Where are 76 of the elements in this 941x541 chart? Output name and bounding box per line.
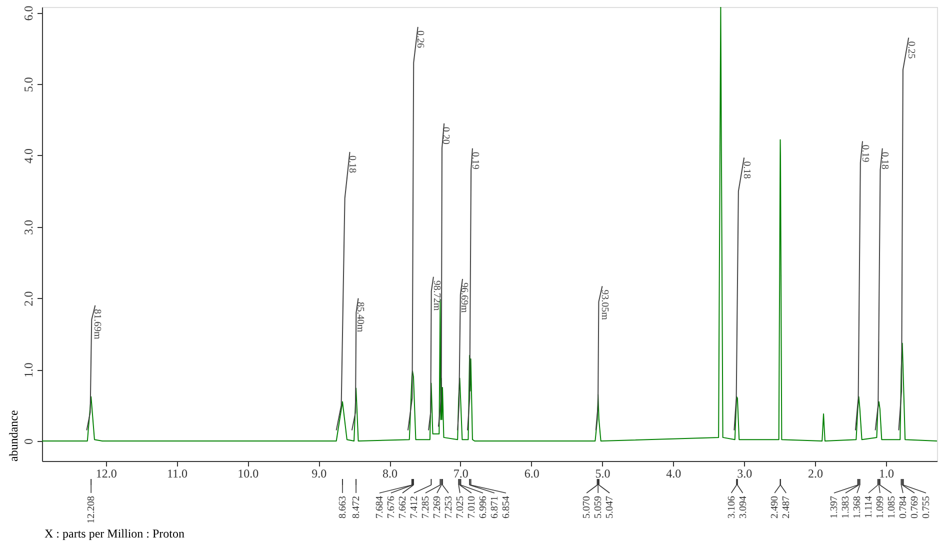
line-series <box>874 148 883 431</box>
annotation: 6.871 <box>489 496 500 518</box>
annotation: 0.755 <box>920 496 932 518</box>
x-tick-label: 4.0 <box>666 466 682 480</box>
line-series <box>42 7 937 442</box>
annotation: 0.18 <box>740 161 752 179</box>
annotation: 6.854 <box>500 496 512 518</box>
line-series <box>854 140 864 431</box>
line-series <box>351 298 359 431</box>
annotation: 6.996 <box>478 496 489 518</box>
annotation: 7.025 <box>454 496 466 518</box>
annotation: 3.094 <box>738 496 749 518</box>
annotation: 7.676 <box>386 496 397 518</box>
annotation: 7.662 <box>397 496 408 518</box>
y-tick-label: 3.0 <box>22 220 36 235</box>
annotation: 81.69m <box>91 308 102 340</box>
annotation: 1.114 <box>863 496 874 518</box>
annotation: 0.18 <box>879 152 890 170</box>
annotation: 0.18 <box>346 155 358 173</box>
annotation: 0.784 <box>898 496 909 518</box>
x-tick-label: 11.0 <box>166 466 188 480</box>
annotation: 1.099 <box>874 496 886 518</box>
annotation: 1.383 <box>840 496 852 518</box>
annotation: 3.106 <box>726 496 738 518</box>
annotation: 7.285 <box>420 496 432 518</box>
annotation: 85.40m <box>354 302 366 332</box>
annotation: 7.684 <box>374 496 386 518</box>
line-series <box>86 304 96 431</box>
annotation: 0.19 <box>859 144 870 162</box>
annotation: 0.25 <box>905 41 916 59</box>
x-axis-title: X : parts per Million : Proton <box>44 526 184 540</box>
line-series <box>336 151 350 431</box>
x-tick-label: 3.0 <box>737 466 752 480</box>
line-series <box>898 37 910 431</box>
annotation: 12.208 <box>86 496 98 524</box>
annotation: 0.769 <box>909 496 920 518</box>
x-tick-label: 8.0 <box>382 466 398 480</box>
line-series <box>734 157 745 431</box>
x-tick-label: 1.0 <box>878 466 894 480</box>
x-tick-label: 12.0 <box>96 466 117 480</box>
annotation: 8.472 <box>351 496 362 518</box>
annotation: 1.085 <box>886 496 898 518</box>
annotation: 1.368 <box>852 496 863 518</box>
annotation: 5.070 <box>582 496 593 518</box>
y-axis-title: abundance <box>6 410 20 462</box>
line-series <box>407 26 418 431</box>
y-tick-label: 5.0 <box>22 77 36 92</box>
annotation: 7.412 <box>408 496 420 518</box>
annotation: 98.72m <box>431 280 442 311</box>
annotation: 5.047 <box>604 496 616 518</box>
y-tick-label: 0 <box>22 438 36 445</box>
x-tick-label: 10.0 <box>238 466 259 480</box>
annotation: 7.253 <box>443 496 454 518</box>
annotation: 96.69m <box>458 282 470 314</box>
annotation: 5.059 <box>593 496 604 518</box>
line-series <box>467 148 473 431</box>
y-tick-label: 2.0 <box>22 291 36 306</box>
annotation: 0.26 <box>414 30 426 48</box>
y-tick-label: 4.0 <box>22 148 36 164</box>
x-tick-label: 6.0 <box>524 466 540 480</box>
line-series <box>595 286 603 431</box>
annotation: 7.010 <box>466 496 478 518</box>
x-tick-label: 5.0 <box>595 466 610 480</box>
annotation: 2.487 <box>781 496 792 518</box>
x-tick-label: 9.0 <box>312 466 327 480</box>
y-tick-label: 1.0 <box>22 362 36 378</box>
annotation: 2.490 <box>770 496 781 518</box>
annotation: 1.397 <box>828 496 840 518</box>
x-tick-label: 7.0 <box>453 466 468 480</box>
annotation: 93.05m <box>599 290 610 320</box>
annotation: 8.663 <box>337 496 348 518</box>
y-tick-label: 6.0 <box>22 6 36 21</box>
annotation: 7.269 <box>432 496 443 518</box>
line-series <box>428 276 434 431</box>
x-tick-label: 2.0 <box>808 466 824 480</box>
annotation: 0.19 <box>469 152 480 170</box>
